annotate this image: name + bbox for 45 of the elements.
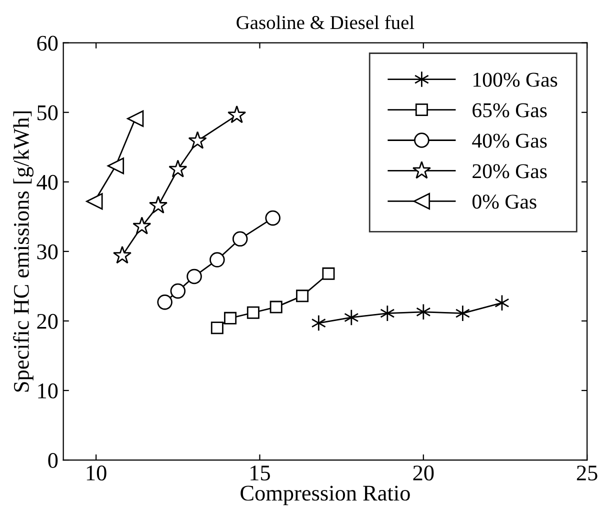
- point: [344, 309, 359, 326]
- y-tick-label: 30: [37, 244, 58, 260]
- y-tick-label: 40: [36, 174, 58, 190]
- y-tick-label: 50: [38, 105, 58, 120]
- x-axis-title: Compression Ratio: [240, 486, 410, 506]
- point: [188, 131, 207, 149]
- point: [265, 210, 280, 226]
- point: [168, 160, 188, 178]
- point: [228, 105, 246, 124]
- point: [170, 283, 186, 299]
- legend-label: 20% Gas: [472, 164, 547, 178]
- x-tick-label: 10: [86, 466, 106, 481]
- point: [270, 300, 282, 314]
- point: [232, 231, 248, 247]
- y-axis-title: Specific HC emissions [g/kWh]: [13, 111, 34, 392]
- point: [224, 312, 237, 324]
- y-tick-label: 20: [37, 314, 58, 329]
- point: [296, 290, 309, 302]
- point: [112, 246, 132, 264]
- point: [210, 322, 224, 334]
- y-tick-label: 10: [38, 383, 58, 398]
- legend-label: 100% Gas: [474, 72, 558, 87]
- x-tick-label: 15: [250, 466, 270, 481]
- point: [127, 110, 144, 127]
- point: [107, 158, 124, 174]
- point: [148, 196, 168, 214]
- point: [311, 314, 326, 332]
- point: [132, 216, 152, 234]
- legend-label: 65% Gas: [472, 103, 547, 118]
- point: [86, 193, 103, 210]
- legend-label: 40% Gas: [472, 134, 547, 148]
- point: [246, 306, 260, 319]
- point: [416, 304, 431, 320]
- point: [380, 304, 395, 322]
- legend-label: 0% Gas: [472, 194, 536, 209]
- point: [186, 268, 202, 284]
- point: [210, 252, 225, 268]
- y-tick-label: 60: [37, 36, 58, 51]
- y-tick-label: 0: [48, 452, 58, 468]
- x-tick-label: 25: [576, 466, 598, 481]
- point: [455, 304, 470, 322]
- chart-title: Gasoline & Diesel fuel: [236, 15, 414, 30]
- x-tick-label: 20: [413, 466, 434, 481]
- point: [157, 294, 172, 310]
- point: [322, 267, 335, 280]
